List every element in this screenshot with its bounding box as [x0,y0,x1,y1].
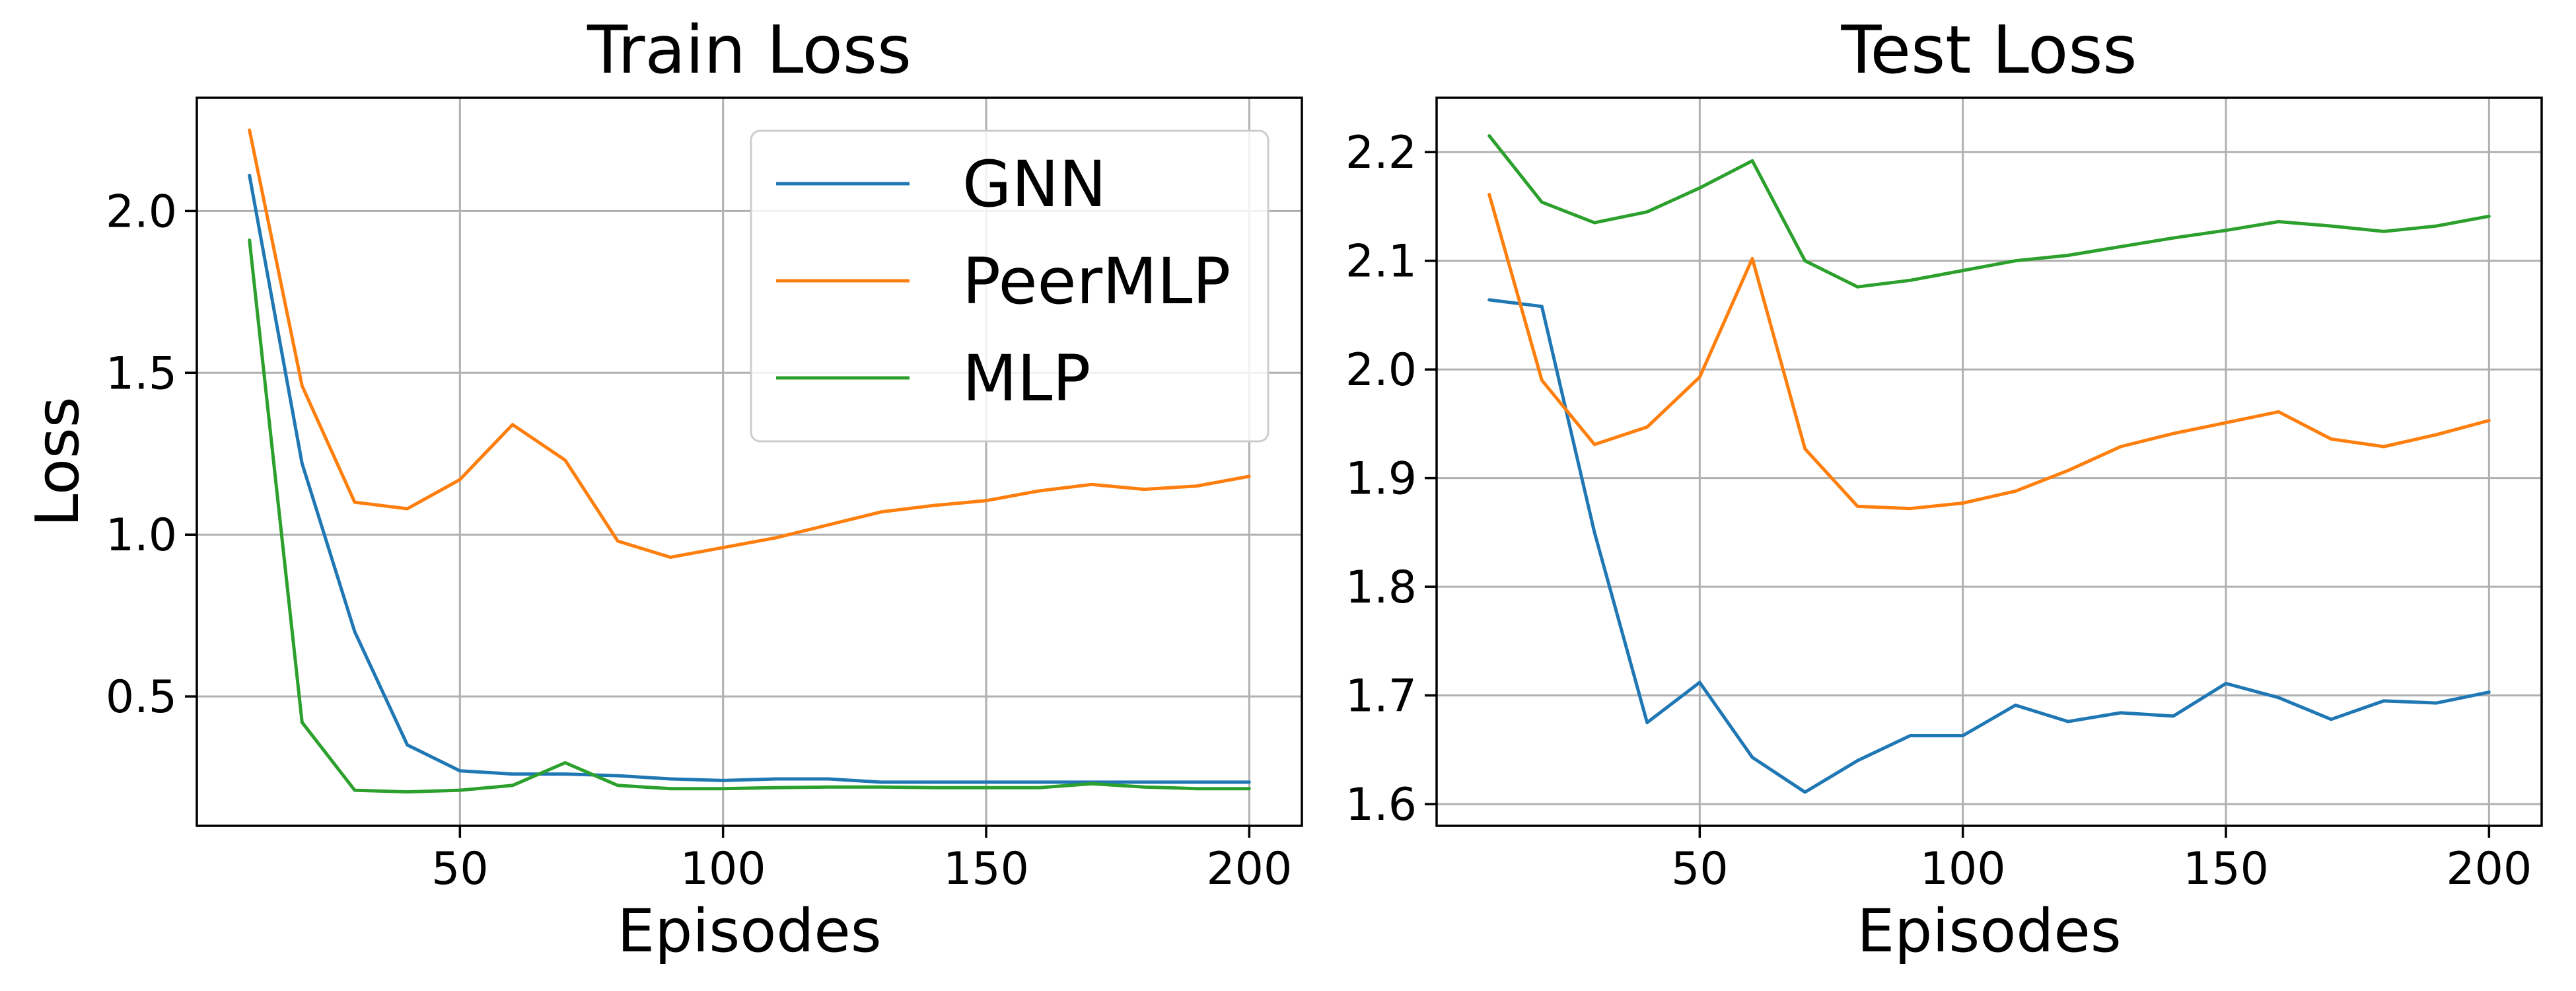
legend-label-peermlp: PeerMLP [962,244,1231,318]
y-tick-label: 0.5 [106,671,177,723]
y-tick-label: 2.0 [1345,344,1417,396]
x-tick-label: 200 [2446,843,2532,895]
x-tick-label: 150 [943,843,1029,895]
series-line-mlp [248,239,1251,794]
y-tick-label: 2.1 [1345,236,1417,288]
y-tick-label: 1.5 [106,348,177,400]
x-axis-label: Episodes [1857,897,2121,966]
x-tick-label: 200 [1206,843,1292,895]
legend: GNN PeerMLP MLP [750,129,1270,443]
x-tick-label: 100 [680,843,766,895]
x-tick-label: 100 [1920,843,2006,895]
y-tick-label: 1.0 [106,509,177,562]
x-tick-label: 50 [431,843,489,895]
series-line-peermlp [1487,192,2491,511]
chart-title: Test Loss [1840,11,2137,89]
y-tick-label: 1.8 [1345,562,1417,614]
series-line-mlp [1487,134,2491,289]
y-tick-label: 1.9 [1345,453,1417,505]
y-tick-label: 1.7 [1345,671,1417,723]
legend-label-gnn: GNN [962,147,1106,221]
train-loss-panel: 50 100 150 200 0.5 1.0 1.5 2.0 Train Loss Episode… [23,11,1303,966]
y-tick-label: 2.0 [106,186,177,238]
y-tick-label: 1.6 [1345,779,1417,831]
test-loss-panel: 50 100 150 200 1.6 1.7 1.8 1.9 2.0 2.1 2.2 Test Los… [1345,11,2543,966]
x-tick-label: 50 [1671,843,1729,895]
plot-frame [1435,96,2543,827]
y-axis-label: Loss [23,396,92,527]
plot-frame [196,96,1303,827]
x-axis-label: Episodes [617,897,881,966]
series-line-gnn [1487,298,2491,794]
legend-box [750,129,1270,443]
series-line-gnn [248,174,1251,784]
series-line-peermlp [248,128,1251,559]
y-tick-label: 2.2 [1345,127,1417,179]
chart-title: Train Loss [587,11,912,89]
x-tick-label: 150 [2183,843,2269,895]
legend-label-mlp: MLP [962,342,1091,416]
